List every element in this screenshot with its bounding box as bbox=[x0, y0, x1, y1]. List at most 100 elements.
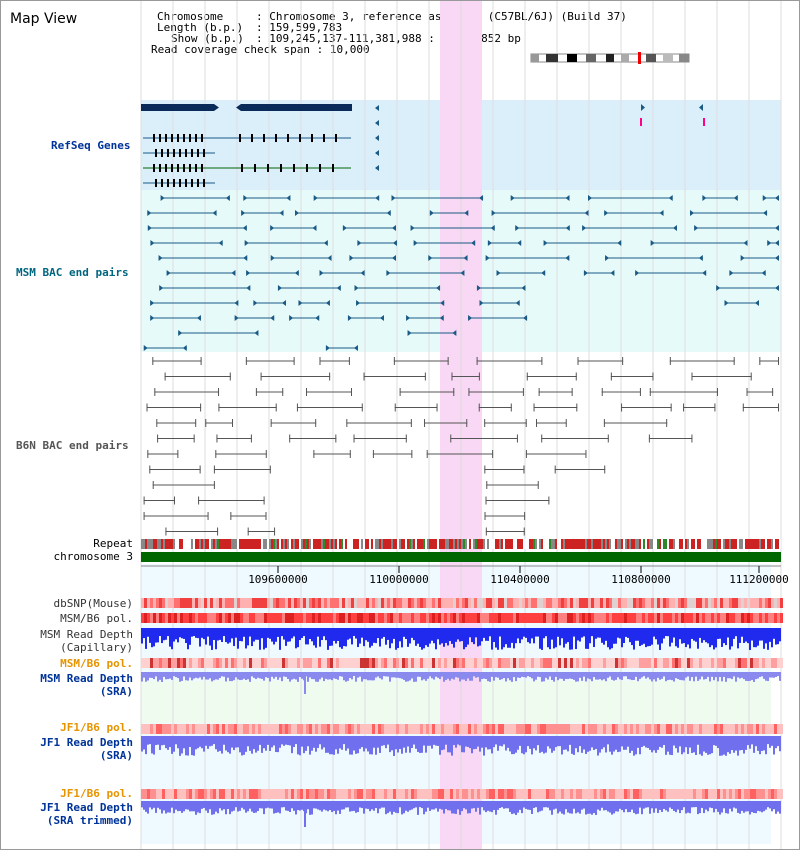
jf1-sra-depth bbox=[149, 736, 151, 745]
msm-capillary-depth bbox=[617, 628, 619, 638]
msm-capillary-depth bbox=[289, 628, 291, 642]
track-label-msm-bac: MSM BAC end pairs bbox=[16, 266, 129, 279]
jf1-b6-pol-strip-2 bbox=[282, 789, 285, 799]
jf1-sra-depth bbox=[275, 736, 277, 753]
msm-capillary-depth bbox=[647, 628, 649, 647]
dbsnp-strip bbox=[501, 598, 504, 608]
jf1-sra-depth bbox=[237, 736, 239, 748]
track-label-jf1-depth-sra: JF1 Read Depth bbox=[40, 736, 133, 749]
jf1-b6-pol-strip bbox=[573, 724, 576, 734]
jf1-sra-depth bbox=[441, 736, 443, 751]
jf1-trimmed-depth bbox=[587, 801, 589, 814]
dbsnp-strip bbox=[471, 598, 474, 608]
bac-end bbox=[778, 357, 779, 365]
jf1-sra-depth bbox=[613, 736, 615, 752]
bac-end bbox=[158, 255, 163, 261]
jf1-trimmed-depth bbox=[759, 801, 761, 812]
bac-end bbox=[716, 388, 718, 396]
jf1-trimmed-depth bbox=[773, 801, 775, 810]
jf1-sra-depth bbox=[681, 736, 683, 755]
jf1-sra-depth bbox=[763, 736, 765, 751]
repeat-segment bbox=[383, 539, 385, 549]
msm-capillary-depth bbox=[433, 628, 435, 644]
msm-b6-pol-strip bbox=[705, 613, 708, 623]
repeat-segment bbox=[185, 539, 187, 549]
jf1-b6-pol-strip-2 bbox=[696, 789, 699, 799]
repeat-segment bbox=[443, 539, 445, 549]
jf1-b6-pol-strip bbox=[249, 724, 252, 734]
msm-b6-pol-strip bbox=[399, 613, 402, 623]
msm-b6-pol-strip bbox=[183, 613, 186, 623]
msm-capillary-depth bbox=[715, 628, 717, 648]
jf1-sra-depth bbox=[265, 736, 267, 751]
bac-end bbox=[429, 210, 434, 216]
msm-sra-depth bbox=[647, 672, 649, 678]
dbsnp-strip bbox=[570, 598, 573, 608]
msm-b6-pol-strip-2 bbox=[603, 658, 606, 668]
msm-sra-depth bbox=[407, 672, 409, 682]
jf1-trimmed-depth bbox=[543, 801, 545, 808]
msm-sra-depth bbox=[691, 672, 693, 678]
jf1-b6-pol-strip bbox=[744, 724, 747, 734]
bac-end bbox=[386, 210, 391, 216]
msm-b6-pol-strip bbox=[549, 613, 552, 623]
jf1-sra-depth bbox=[505, 736, 507, 751]
msm-capillary-depth bbox=[395, 628, 397, 650]
msm-b6-pol-strip bbox=[198, 613, 201, 623]
msm-capillary-depth bbox=[447, 628, 449, 646]
msm-sra-depth bbox=[521, 672, 523, 677]
msm-b6-pol-strip bbox=[231, 613, 234, 623]
jf1-sra-depth bbox=[663, 736, 665, 745]
dbsnp-strip bbox=[528, 598, 531, 608]
msm-sra-depth bbox=[231, 672, 233, 682]
jf1-sra-depth bbox=[737, 736, 739, 756]
jf1-sra-depth bbox=[141, 736, 143, 752]
jf1-trimmed-depth bbox=[317, 801, 319, 810]
exon bbox=[179, 179, 181, 187]
dbsnp-strip bbox=[600, 598, 603, 608]
jf1-sra-depth bbox=[211, 736, 213, 746]
bac-end bbox=[672, 225, 677, 231]
msm-sra-depth bbox=[361, 672, 363, 682]
msm-capillary-depth bbox=[531, 628, 533, 639]
msm-capillary-depth bbox=[771, 628, 773, 648]
msm-sra-depth bbox=[163, 672, 165, 677]
msm-sra-depth bbox=[631, 672, 633, 681]
jf1-b6-pol-strip bbox=[192, 724, 195, 734]
msm-sra-depth bbox=[249, 672, 251, 682]
jf1-sra-depth bbox=[391, 736, 393, 751]
msm-b6-pol-strip bbox=[309, 613, 312, 623]
jf1-sra-depth bbox=[507, 736, 509, 748]
msm-b6-pol-strip-2 bbox=[630, 658, 633, 668]
msm-b6-pol-strip bbox=[294, 613, 297, 623]
jf1-trimmed-depth bbox=[269, 801, 271, 809]
jf1-trimmed-depth bbox=[717, 801, 719, 812]
msm-sra-depth bbox=[229, 672, 231, 682]
jf1-sra-depth bbox=[483, 736, 485, 756]
bac-end bbox=[541, 357, 543, 365]
jf1-b6-pol-strip-2 bbox=[732, 789, 735, 799]
dbsnp-strip bbox=[672, 598, 675, 608]
msm-sra-depth bbox=[315, 672, 317, 682]
jf1-trimmed-depth bbox=[175, 801, 177, 810]
jf1-b6-pol-strip-2 bbox=[456, 789, 459, 799]
repeat-segment bbox=[409, 539, 411, 549]
jf1-b6-pol-strip bbox=[306, 724, 309, 734]
exon bbox=[263, 134, 265, 142]
msm-b6-pol-strip bbox=[315, 613, 318, 623]
jf1-b6-pol-strip-2 bbox=[291, 789, 294, 799]
msm-capillary-depth bbox=[499, 628, 501, 637]
msm-b6-pol-strip bbox=[600, 613, 603, 623]
repeat-segment bbox=[553, 539, 555, 549]
jf1-b6-pol-strip-2 bbox=[363, 789, 366, 799]
msm-b6-pol-strip-2 bbox=[255, 658, 258, 668]
msm-capillary-depth bbox=[707, 628, 709, 644]
msm-capillary-depth bbox=[363, 628, 365, 647]
bac-end bbox=[523, 527, 525, 536]
dbsnp-strip bbox=[390, 598, 393, 608]
jf1-b6-pol-strip bbox=[183, 724, 186, 734]
dbsnp-strip bbox=[285, 598, 288, 608]
dbsnp-strip bbox=[168, 598, 171, 608]
msm-sra-depth bbox=[527, 672, 529, 677]
